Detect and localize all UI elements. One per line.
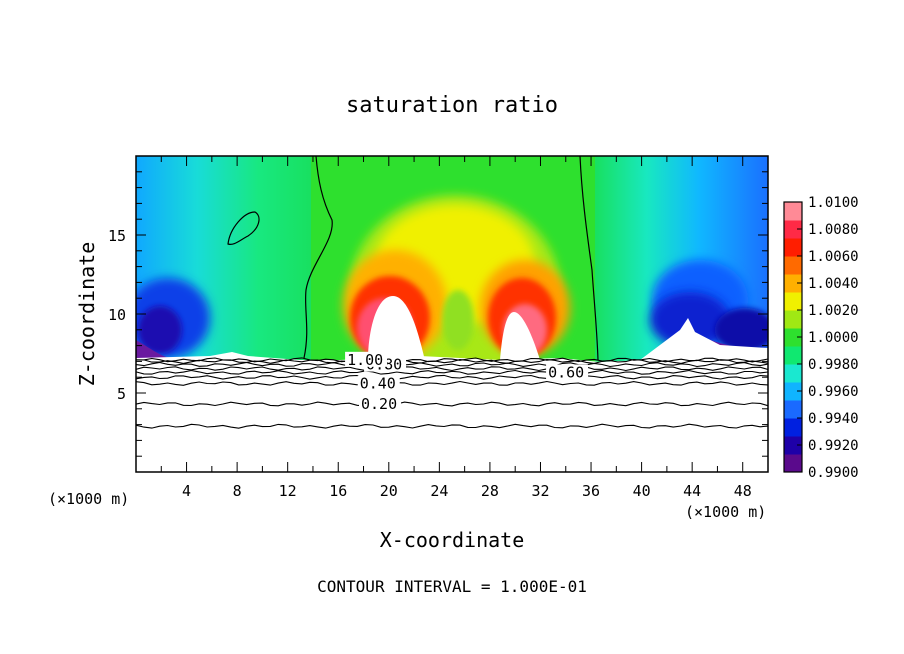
x-tick-label: 32	[531, 482, 549, 500]
y-tick-label: 15	[108, 227, 126, 245]
colorbar-label: 1.0040	[808, 276, 859, 292]
contour-label-bg	[546, 364, 589, 380]
colorbar-label: 1.0000	[808, 330, 859, 346]
colorbar-label: 0.9900	[808, 465, 859, 481]
x-tick-label: 24	[430, 482, 448, 500]
colorbar-label: 0.9980	[808, 357, 859, 373]
colorbar-label: 1.0020	[808, 303, 859, 319]
x-tick-label: 12	[279, 482, 297, 500]
colorbar-swatch	[784, 274, 802, 293]
chart-title: saturation ratio	[346, 93, 558, 118]
contour-label: 0.40	[360, 375, 396, 393]
x-unit-label-left: (×1000 m)	[48, 490, 129, 508]
colorbar-swatch	[784, 310, 802, 329]
contour-label-bg	[357, 375, 400, 391]
contour-left-boundary	[303, 156, 333, 359]
colorbar-label: 0.9920	[808, 438, 859, 454]
contour-line	[135, 380, 769, 386]
colorbar-swatch	[784, 220, 802, 239]
colorbar-swatch	[784, 256, 802, 275]
contour-interval-note: CONTOUR INTERVAL = 1.000E-01	[317, 577, 587, 596]
colorbar-label: 1.0060	[808, 249, 859, 265]
colorbar-swatch	[784, 238, 802, 257]
x-tick-label: 44	[683, 482, 701, 500]
contour-line	[135, 401, 769, 407]
colorbar-label: 0.9960	[808, 384, 859, 400]
colorbar-swatch	[784, 346, 802, 365]
contour-label: 0.60	[548, 363, 584, 381]
contour-line	[135, 374, 769, 380]
x-tick-label: 40	[633, 482, 651, 500]
x-tick-label: 48	[734, 482, 752, 500]
x-unit-label-right: (×1000 m)	[685, 503, 766, 521]
contour-line	[135, 358, 769, 364]
contour-right-boundary	[579, 156, 599, 361]
contour-island	[227, 211, 260, 245]
colorbar-swatch	[784, 382, 802, 401]
y-tick-label: 5	[117, 385, 126, 403]
y-axis-label: Z-coordinate	[75, 242, 99, 387]
colorbar-swatch	[784, 436, 802, 455]
contour-line	[135, 361, 769, 368]
contour-line	[135, 369, 769, 375]
contour-label-bg	[358, 396, 401, 412]
contour-line	[135, 423, 769, 429]
y-tick-label: 10	[108, 306, 126, 324]
x-axis: 4 8 12 16 20 24 28 32 36 40 44 48	[160, 156, 769, 500]
colorbar-label: 0.9940	[808, 411, 859, 427]
colorbar-swatch	[784, 292, 802, 311]
y-axis: 5 10 15	[108, 171, 768, 457]
x-tick-label: 8	[233, 482, 242, 500]
heatmap-field	[136, 156, 768, 472]
x-tick-label: 4	[182, 482, 191, 500]
colorbar-swatch	[784, 454, 802, 473]
contour-label-bg	[345, 351, 388, 367]
contour-label: 0.20	[361, 395, 397, 413]
x-axis-label: X-coordinate	[380, 528, 525, 552]
contour-lines: 0.200.400.600.801.00	[135, 351, 769, 429]
colorbar-label: 1.0100	[808, 195, 859, 211]
colorbar-swatch	[784, 202, 802, 221]
x-tick-label: 36	[582, 482, 600, 500]
x-tick-label: 16	[329, 482, 347, 500]
colorbar-swatch	[784, 418, 802, 437]
colorbar-label: 1.0080	[808, 222, 859, 238]
x-tick-label: 20	[380, 482, 398, 500]
colorbar-swatch	[784, 400, 802, 419]
contour-label: 1.00	[347, 351, 383, 369]
contour-line	[135, 366, 769, 372]
x-tick-label: 28	[481, 482, 499, 500]
colorbar-swatch	[784, 364, 802, 383]
saturation-contours	[227, 156, 599, 361]
colorbar-swatch	[784, 328, 802, 347]
colorbar: 0.9900 0.9920 0.9940 0.9960 0.9980 1.0000 1.00…	[783, 195, 859, 481]
